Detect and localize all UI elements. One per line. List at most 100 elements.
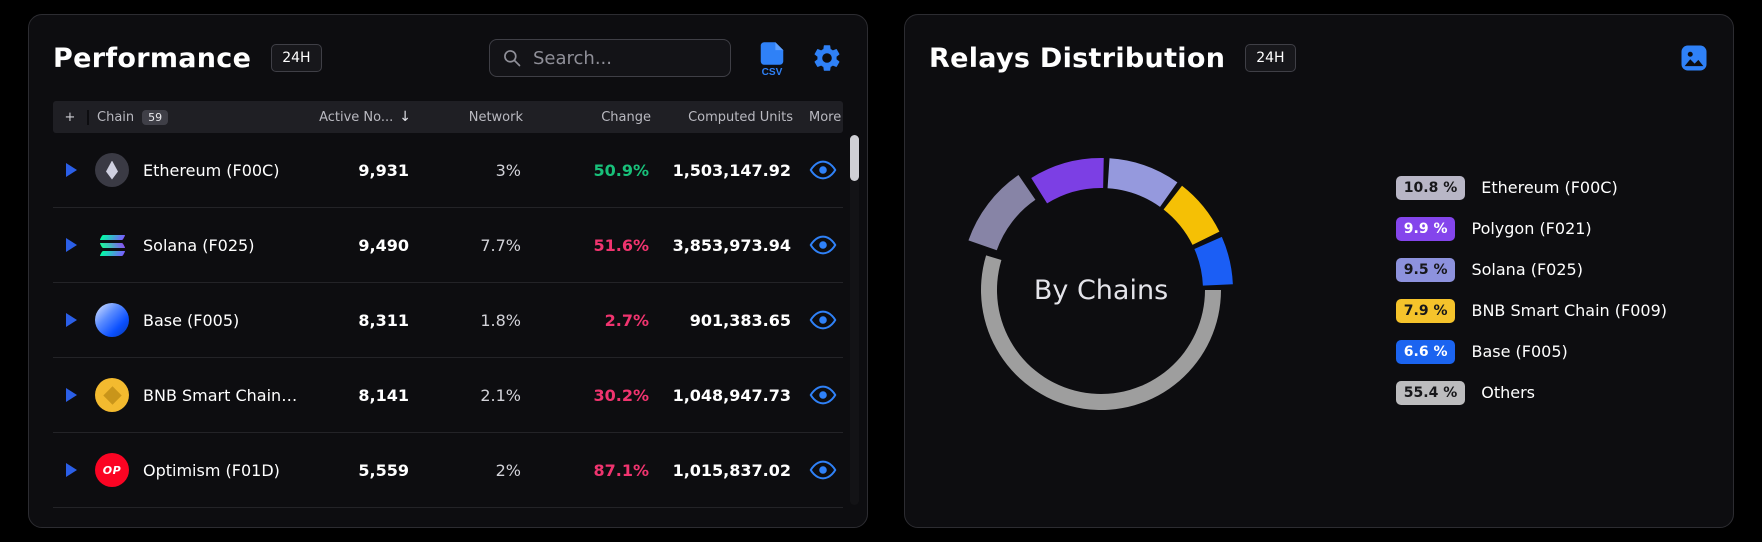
active-nodes-value: 8,141 <box>358 385 409 405</box>
column-computed-units[interactable]: Computed Units <box>688 109 793 125</box>
active-nodes-value: 9,931 <box>358 160 409 180</box>
active-nodes-value: 8,311 <box>358 310 409 330</box>
percent-badge: 9.9 % <box>1395 216 1456 241</box>
table-row-base[interactable]: Base (F005) 8,311 1.8% 2.7% 901,383.65 <box>53 283 843 358</box>
legend-label: Base (F005) <box>1471 342 1568 361</box>
gear-icon <box>814 45 840 71</box>
legend-item-solana[interactable]: 9.5 % Solana (F025) <box>1395 257 1667 282</box>
expand-triangle-icon <box>65 388 77 402</box>
percent-badge: 6.6 % <box>1395 339 1456 364</box>
chart-legend: 10.8 % Ethereum (F00C) 9.9 % Polygon (F0… <box>1395 175 1667 405</box>
network-value: 1.8% <box>480 310 521 330</box>
timeframe-badge[interactable]: 24H <box>271 44 322 72</box>
scrollbar-thumb[interactable] <box>850 135 859 181</box>
donut-segment[interactable] <box>1163 185 1220 245</box>
table-row-ethereum[interactable]: Ethereum (F00C) 9,931 3% 50.9% 1,503,147… <box>53 133 843 208</box>
svg-text:CSV: CSV <box>762 67 783 76</box>
chain-count-badge: 59 <box>142 109 169 125</box>
performance-title: Performance <box>53 42 252 74</box>
active-nodes-value: 5,559 <box>358 460 409 480</box>
donut-chart[interactable]: By Chains <box>931 120 1271 460</box>
search-box[interactable] <box>489 39 731 77</box>
table-row-optimism[interactable]: OP Optimism (F01D) 5,559 2% 87.1% 1,015,… <box>53 433 843 508</box>
csv-file-icon: CSV <box>760 42 784 76</box>
column-change[interactable]: Change <box>601 109 651 125</box>
timeframe-badge[interactable]: 24H <box>1245 44 1296 72</box>
donut-segment[interactable] <box>981 255 1221 410</box>
chain-name: Solana (F025) <box>143 235 255 255</box>
donut-chart-svg <box>968 158 1233 410</box>
chain-name: BNB Smart Chain ... <box>143 385 301 405</box>
donut-segment[interactable] <box>1194 236 1233 286</box>
percent-badge: 9.5 % <box>1395 257 1456 282</box>
relays-distribution-panel: Relays Distribution 24H By Chains 10.8 %… <box>904 14 1734 528</box>
table-row-solana[interactable]: Solana (F025) 9,490 7.7% 51.6% 3,853,973… <box>53 208 843 283</box>
view-details-button[interactable] <box>807 308 839 332</box>
percent-badge: 55.4 % <box>1395 380 1466 405</box>
base-logo-icon <box>95 303 129 337</box>
change-value: 51.6% <box>593 235 649 255</box>
donut-segment[interactable] <box>968 175 1036 251</box>
legend-item-polygon[interactable]: 9.9 % Polygon (F021) <box>1395 216 1667 241</box>
view-details-button[interactable] <box>807 158 839 182</box>
computed-units-value: 1,503,147.92 <box>672 160 791 180</box>
eye-icon <box>809 310 837 330</box>
network-value: 7.7% <box>480 235 521 255</box>
computed-units-value: 3,853,973.94 <box>672 235 791 255</box>
expand-triangle-icon <box>65 313 77 327</box>
expand-triangle-icon <box>65 163 77 177</box>
eye-icon <box>809 160 837 180</box>
chain-name: Ethereum (F00C) <box>143 160 280 180</box>
legend-item-ethereum[interactable]: 10.8 % Ethereum (F00C) <box>1395 175 1667 200</box>
export-image-button[interactable] <box>1679 43 1709 73</box>
change-value: 87.1% <box>593 460 649 480</box>
network-value: 2% <box>495 460 521 480</box>
expand-row-button[interactable] <box>53 313 89 327</box>
view-details-button[interactable] <box>807 383 839 407</box>
expand-row-button[interactable] <box>53 463 89 477</box>
table-body: Ethereum (F00C) 9,931 3% 50.9% 1,503,147… <box>53 133 843 508</box>
expand-triangle-icon <box>65 463 77 477</box>
settings-button[interactable] <box>811 42 843 74</box>
column-active-nodes[interactable]: Active No... ↓ <box>319 109 411 125</box>
expand-row-button[interactable] <box>53 388 89 402</box>
active-nodes-value: 9,490 <box>358 235 409 255</box>
donut-segment[interactable] <box>1107 158 1178 207</box>
network-value: 2.1% <box>480 385 521 405</box>
optimism-logo-icon: OP <box>95 453 129 487</box>
legend-label: Others <box>1481 383 1535 402</box>
expand-row-button[interactable] <box>53 163 89 177</box>
table-header: + Chain 59 Active No... ↓ Network Change … <box>53 101 843 133</box>
sort-descending-icon[interactable]: ↓ <box>399 109 411 125</box>
donut-segment[interactable] <box>1031 158 1104 204</box>
expand-row-button[interactable] <box>53 238 89 252</box>
legend-item-base[interactable]: 6.6 % Base (F005) <box>1395 339 1667 364</box>
legend-label: Solana (F025) <box>1471 260 1583 279</box>
column-chain[interactable]: Chain 59 <box>89 109 301 125</box>
change-value: 50.9% <box>593 160 649 180</box>
legend-item-others[interactable]: 55.4 % Others <box>1395 380 1667 405</box>
column-more: More <box>809 109 842 125</box>
column-network[interactable]: Network <box>468 109 523 125</box>
column-expand-all[interactable]: + <box>53 109 89 125</box>
table-scrollbar[interactable] <box>850 135 859 505</box>
eye-icon <box>809 460 837 480</box>
export-csv-button[interactable]: CSV <box>757 40 787 76</box>
view-details-button[interactable] <box>807 458 839 482</box>
eye-icon <box>809 235 837 255</box>
table-row-bnb-smart-chain[interactable]: BNB Smart Chain ... 8,141 2.1% 30.2% 1,0… <box>53 358 843 433</box>
change-value: 30.2% <box>593 385 649 405</box>
ethereum-logo-icon <box>95 153 129 187</box>
network-value: 3% <box>495 160 521 180</box>
search-input[interactable] <box>531 46 718 70</box>
view-details-button[interactable] <box>807 233 839 257</box>
column-chain-label: Chain <box>97 109 135 125</box>
change-value: 2.7% <box>604 310 649 330</box>
bnb-logo-icon <box>95 378 129 412</box>
eye-icon <box>809 385 837 405</box>
computed-units-value: 901,383.65 <box>689 310 791 330</box>
chain-name: Base (F005) <box>143 310 240 330</box>
search-icon <box>502 48 522 68</box>
legend-item-bnb-smart-chain[interactable]: 7.9 % BNB Smart Chain (F009) <box>1395 298 1667 323</box>
